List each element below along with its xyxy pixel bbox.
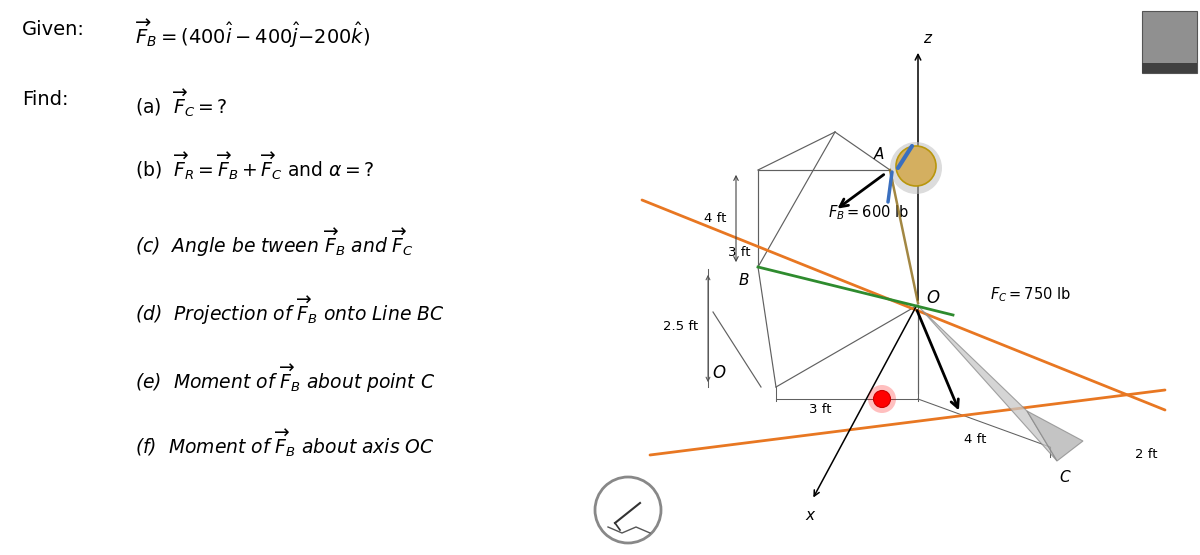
Circle shape [868,385,896,413]
Text: (b)  $\overrightarrow{F}_R = \overrightarrow{F}_B + \overrightarrow{F}_C$ and $\: (b) $\overrightarrow{F}_R = \overrightar… [134,150,374,182]
Text: $F_B = 600$ lb: $F_B = 600$ lb [828,204,908,223]
Circle shape [874,391,890,407]
Text: (f)  Moment of $\overrightarrow{F}_B$ about axis $OC$: (f) Moment of $\overrightarrow{F}_B$ abo… [134,427,434,459]
Text: z: z [923,31,931,46]
Bar [1142,63,1198,73]
Text: (a)  $\overrightarrow{F}_C = ?$: (a) $\overrightarrow{F}_C = ?$ [134,87,228,119]
Text: 2 ft: 2 ft [1135,448,1158,462]
Circle shape [595,477,661,543]
Text: Find:: Find: [22,90,68,109]
Polygon shape [1027,411,1084,461]
Bar [1142,11,1198,73]
Circle shape [896,146,936,186]
Text: 4 ft: 4 ft [703,212,726,225]
Text: 3 ft: 3 ft [727,246,750,259]
Text: $O$: $O$ [712,364,726,382]
Text: $A$: $A$ [872,146,886,162]
Polygon shape [920,308,1057,461]
Text: 3 ft: 3 ft [809,403,832,416]
Text: $O$: $O$ [926,289,941,307]
Text: $\overrightarrow{F}_B = (400\hat{i} - 400\hat{j}\mathrm{-} 200\hat{k})$: $\overrightarrow{F}_B = (400\hat{i} - 40… [134,17,370,49]
Text: 2.5 ft: 2.5 ft [662,320,698,334]
Text: 4 ft: 4 ft [964,433,986,446]
Text: (d)  Projection of $\overrightarrow{F}_B$ onto Line $BC$: (d) Projection of $\overrightarrow{F}_B$… [134,295,444,327]
Text: (c)  Angle be tween $\overrightarrow{F}_B$ and $\overrightarrow{F}_C$: (c) Angle be tween $\overrightarrow{F}_B… [134,227,414,260]
Text: $C$: $C$ [1060,469,1072,485]
Text: x: x [805,508,815,523]
Circle shape [890,142,942,194]
Text: Given:: Given: [22,20,85,39]
Text: (e)  Moment of $\overrightarrow{F}_B$ about point $C$: (e) Moment of $\overrightarrow{F}_B$ abo… [134,363,436,396]
Text: $B$: $B$ [738,272,750,288]
Text: $F_C = 750$ lb: $F_C = 750$ lb [990,286,1072,304]
